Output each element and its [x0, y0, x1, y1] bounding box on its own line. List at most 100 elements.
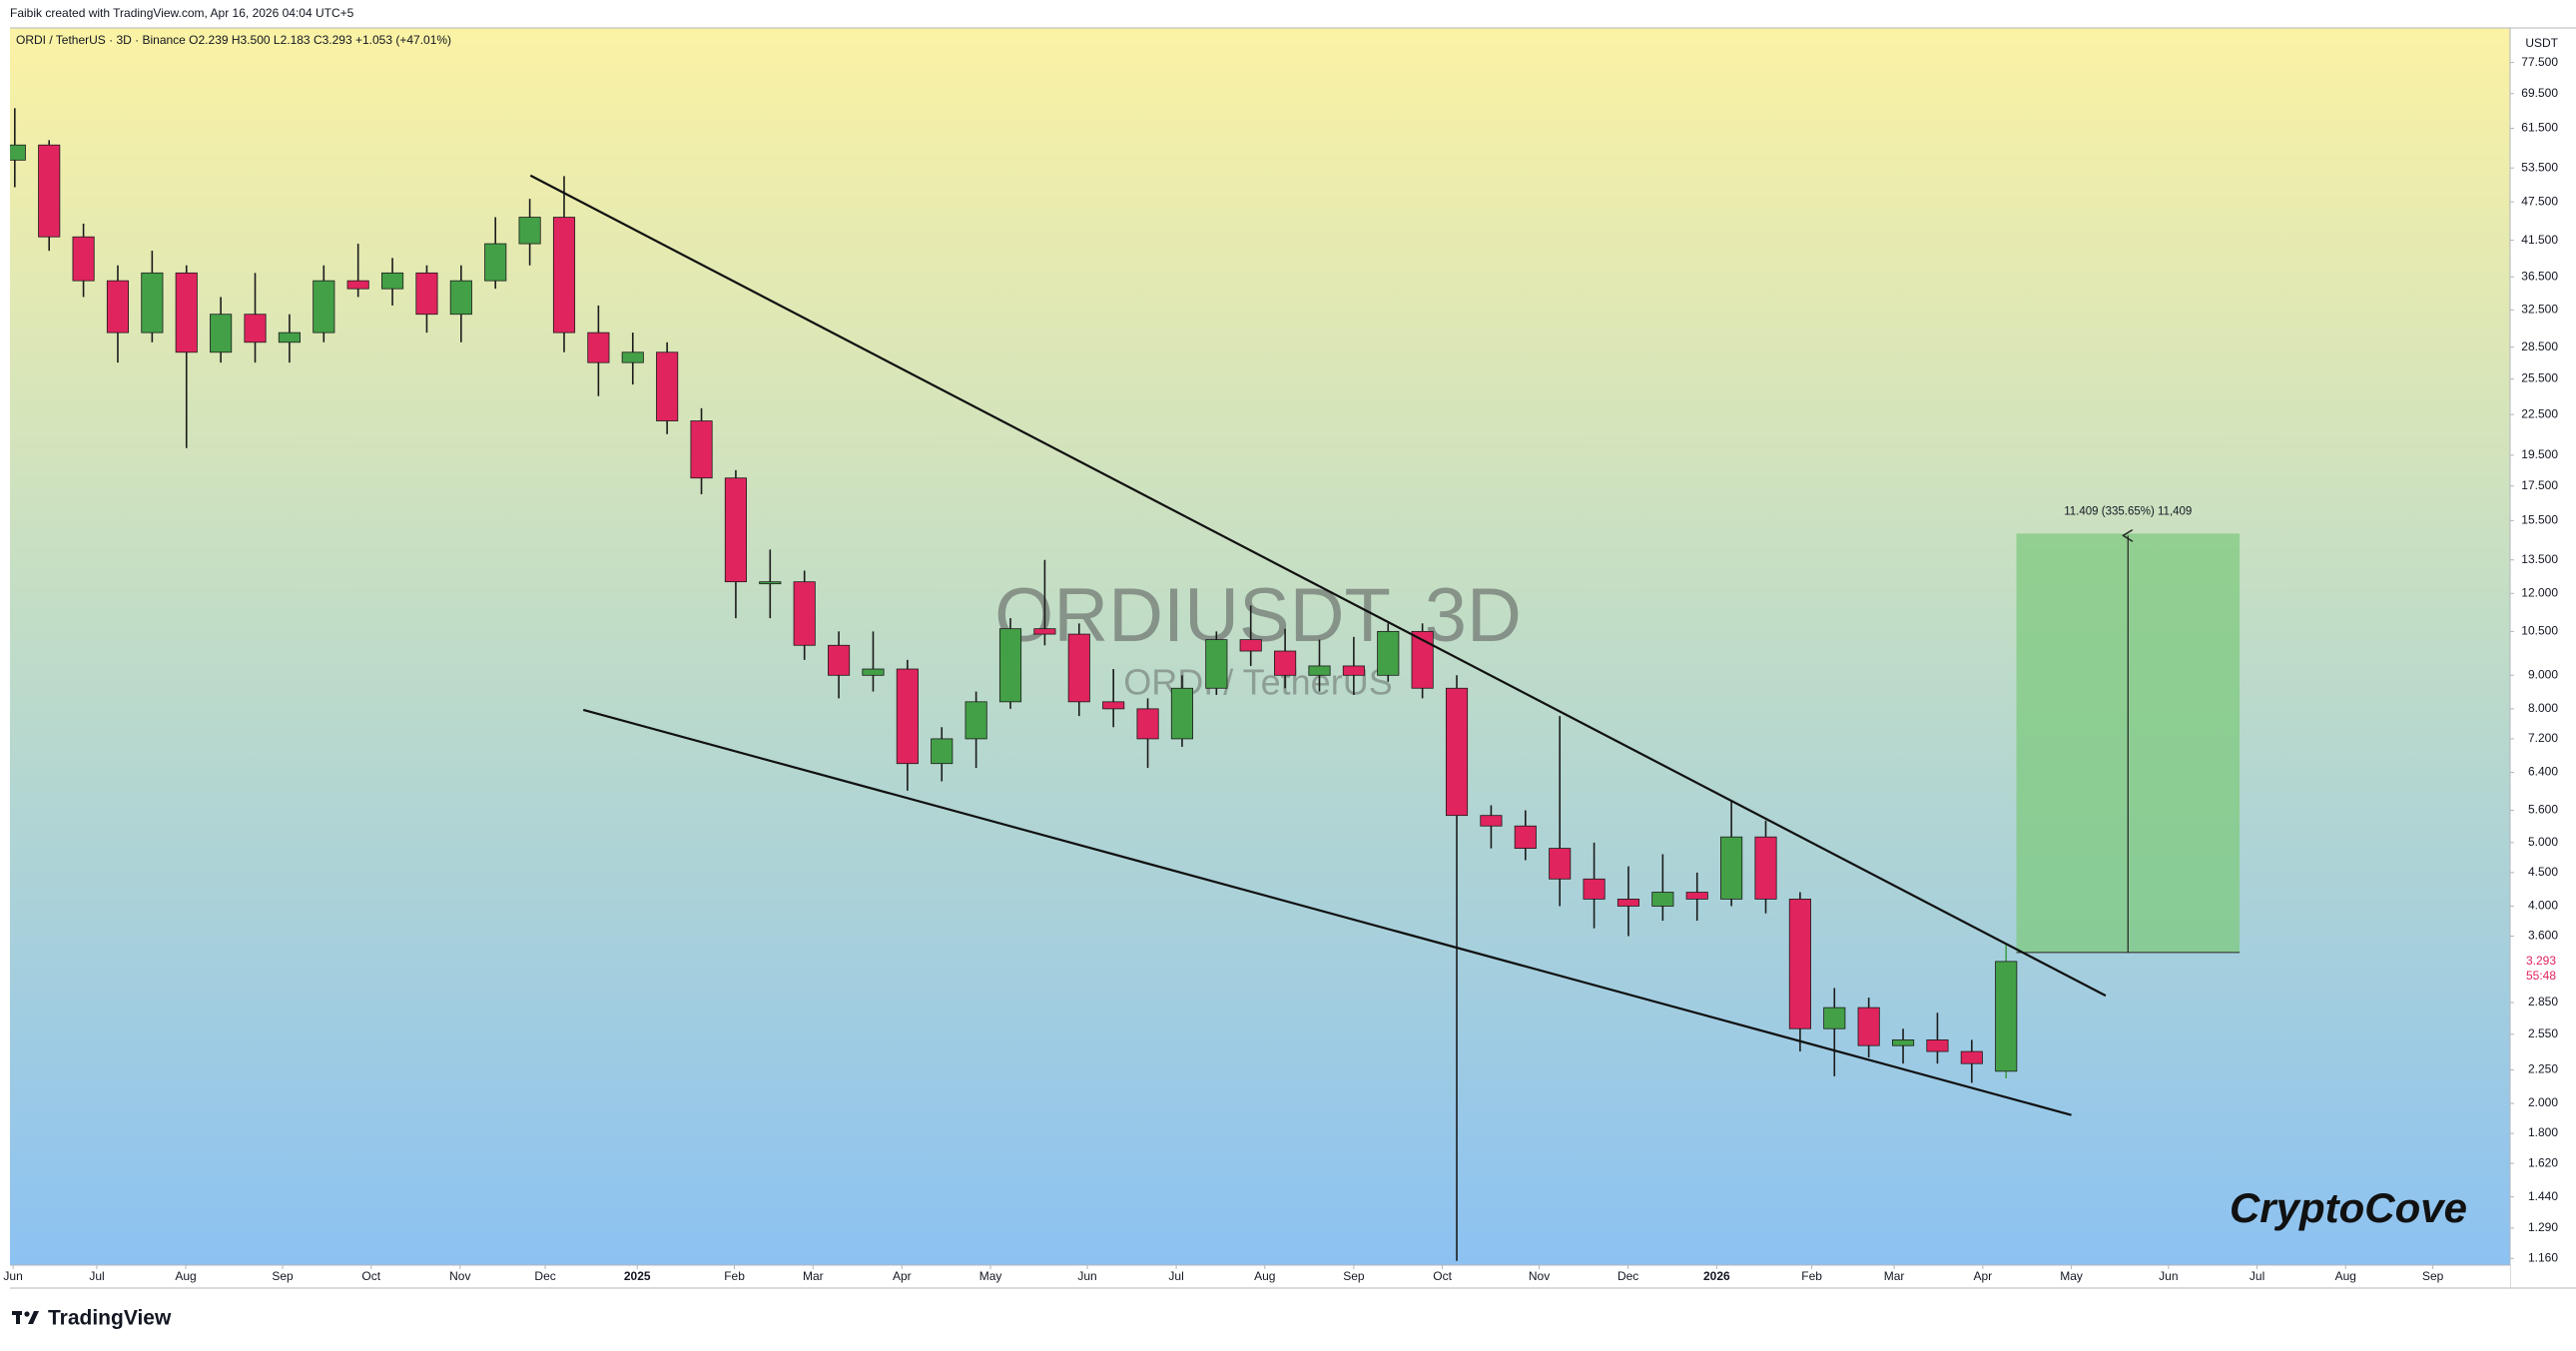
candle-body [1857, 1007, 1880, 1046]
x-tick-label: Nov [1529, 1269, 1550, 1283]
y-tick-label: 3.600 [2528, 929, 2558, 943]
footer-brand: TradingView [48, 1307, 172, 1330]
candle-body [210, 314, 233, 353]
candle-body [1754, 836, 1777, 900]
x-tick-label: 2026 [1703, 1269, 1730, 1283]
candle-body [72, 236, 95, 282]
y-axis-label: USDT [2525, 36, 2558, 50]
x-tick-label: Jul [2250, 1269, 2264, 1283]
y-tick-label: 1.800 [2528, 1125, 2558, 1139]
candle-body [381, 272, 404, 290]
x-tick-label: Sep [2422, 1269, 2444, 1283]
candle-body [793, 581, 816, 646]
x-tick-label: Mar [803, 1269, 824, 1283]
x-tick-label: Oct [1433, 1269, 1452, 1283]
y-tick-label: 15.500 [2521, 513, 2558, 527]
y-tick-label: 32.500 [2521, 302, 2558, 316]
x-tick-label: Sep [1343, 1269, 1365, 1283]
y-tick-label: 9.000 [2528, 667, 2558, 681]
candle-body [690, 420, 713, 479]
candle-body [1549, 848, 1572, 880]
candle-body [656, 351, 679, 421]
candle-body [449, 280, 472, 316]
candle-body [415, 272, 438, 316]
x-tick-label: Aug [2335, 1269, 2356, 1283]
y-tick-label: 28.500 [2521, 339, 2558, 353]
x-tick-label: 2025 [624, 1269, 651, 1283]
candle-body [896, 668, 919, 765]
y-tick-label: 8.000 [2528, 701, 2558, 715]
candle-body [1342, 665, 1365, 676]
y-tick-label: 10.500 [2521, 624, 2558, 638]
y-tick-label: 53.500 [2521, 160, 2558, 174]
x-tick-label: Aug [175, 1269, 196, 1283]
x-tick-label: Jun [2159, 1269, 2178, 1283]
candle-body [1891, 1039, 1915, 1046]
countdown-label: 55:48 [2526, 969, 2556, 983]
y-tick-label: 2.000 [2528, 1095, 2558, 1109]
candle-body [10, 144, 26, 161]
candle-body [1685, 892, 1708, 900]
y-tick-label: 1.290 [2528, 1220, 2558, 1234]
candle-body [518, 217, 541, 245]
candle-body [313, 280, 335, 334]
y-tick-label: 17.500 [2521, 478, 2558, 492]
y-tick-label: 2.850 [2528, 995, 2558, 1009]
candle-body [1102, 701, 1125, 710]
candle-body [587, 332, 610, 363]
candle-body [759, 581, 782, 585]
plot-area [10, 108, 2241, 1261]
candle-body [1926, 1039, 1949, 1052]
y-tick-label: 77.500 [2521, 55, 2558, 69]
candle-body [1445, 687, 1469, 817]
y-tick-label: 4.000 [2528, 899, 2558, 913]
y-tick-label: 4.500 [2528, 865, 2558, 879]
candle-body [862, 668, 885, 676]
candle-body [998, 628, 1022, 703]
candle-body [1583, 878, 1606, 900]
y-tick-label: 12.000 [2521, 585, 2558, 599]
y-tick-label: 36.500 [2521, 269, 2558, 283]
candle-body [38, 144, 61, 238]
x-tick-label: Jun [3, 1269, 22, 1283]
candle-body [724, 477, 747, 583]
candle-body [1067, 633, 1090, 703]
candle-body [106, 280, 130, 334]
tradingview-logo [12, 1311, 39, 1324]
y-tick-label: 2.250 [2528, 1062, 2558, 1076]
candle-body [931, 738, 954, 765]
time-axis [10, 1265, 2510, 1288]
position-label: 11.409 (335.65%) 11,409 [2064, 505, 2192, 517]
y-tick-label: 1.440 [2528, 1189, 2558, 1203]
y-tick-label: 6.400 [2528, 765, 2558, 779]
trendline [529, 174, 2107, 998]
y-tick-label: 7.200 [2528, 731, 2558, 745]
y-tick-label: 1.160 [2528, 1250, 2558, 1264]
candle-body [552, 217, 576, 334]
x-tick-label: Nov [449, 1269, 470, 1283]
candle-body [1033, 628, 1056, 635]
last-price-label: 3.293 [2526, 954, 2556, 968]
candle-body [175, 272, 198, 353]
x-tick-label: Apr [893, 1269, 912, 1283]
candle-body [1136, 708, 1159, 740]
candle-body [141, 272, 164, 334]
candle-body [1411, 630, 1434, 689]
x-tick-label: Mar [1884, 1269, 1905, 1283]
candle-body [278, 332, 301, 343]
candle-body [1377, 630, 1400, 676]
candle-body [1480, 815, 1503, 827]
candle-body [1274, 650, 1297, 676]
x-tick-label: Dec [1617, 1269, 1638, 1283]
price-axis [2510, 28, 2576, 1288]
candle-body [1239, 639, 1262, 652]
trendline [582, 708, 2072, 1116]
x-tick-label: May [2060, 1269, 2083, 1283]
y-tick-label: 22.500 [2521, 406, 2558, 420]
candle-body [1616, 899, 1640, 907]
y-tick-label: 61.500 [2521, 121, 2558, 135]
y-tick-label: 19.500 [2521, 447, 2558, 461]
x-tick-label: Jun [1077, 1269, 1096, 1283]
